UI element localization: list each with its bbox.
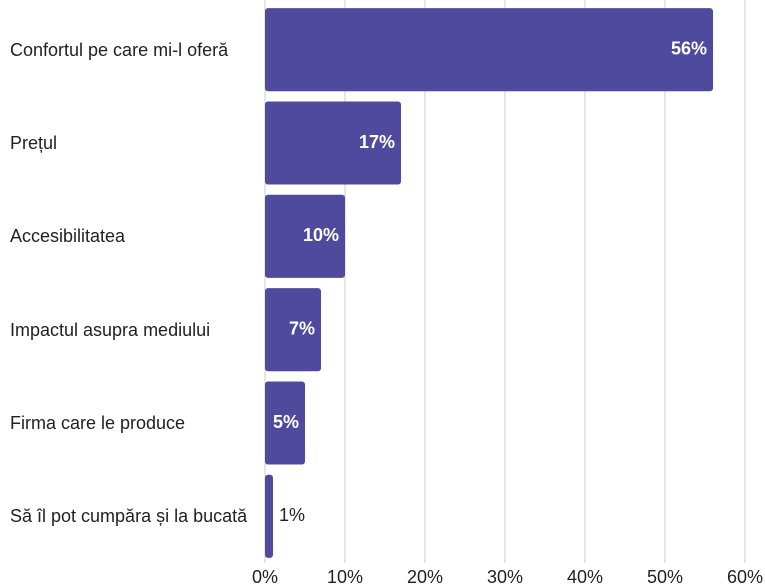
y-tick-label: Impactul asupra mediului bbox=[10, 319, 211, 340]
value-label: 10% bbox=[303, 225, 339, 245]
bar bbox=[265, 8, 713, 92]
value-label: 5% bbox=[273, 412, 299, 432]
x-tick-label: 50% bbox=[647, 567, 683, 587]
value-label: 17% bbox=[359, 132, 395, 152]
value-label: 56% bbox=[671, 38, 707, 58]
bar bbox=[265, 101, 401, 185]
y-tick-label: Prețul bbox=[10, 133, 58, 153]
x-tick-label: 60% bbox=[727, 567, 763, 587]
y-tick-label: Accesibilitatea bbox=[10, 226, 126, 247]
bar bbox=[265, 288, 321, 372]
bar bbox=[265, 381, 305, 465]
x-tick-label: 30% bbox=[487, 567, 523, 587]
x-tick-label: 10% bbox=[327, 567, 363, 587]
x-tick-label: 0% bbox=[252, 567, 278, 587]
x-tick-label: 20% bbox=[407, 567, 443, 587]
y-tick-label: Să îl pot cumpăra și la bucată bbox=[10, 506, 248, 527]
value-label: 7% bbox=[289, 318, 315, 338]
y-tick-label: Confortul pe care mi-l oferă bbox=[10, 39, 229, 60]
y-tick-label: Firma care le produce bbox=[10, 413, 186, 433]
x-tick-label: 40% bbox=[567, 567, 603, 587]
value-label: 1% bbox=[279, 505, 305, 525]
bar bbox=[265, 474, 273, 558]
bar bbox=[265, 194, 345, 278]
